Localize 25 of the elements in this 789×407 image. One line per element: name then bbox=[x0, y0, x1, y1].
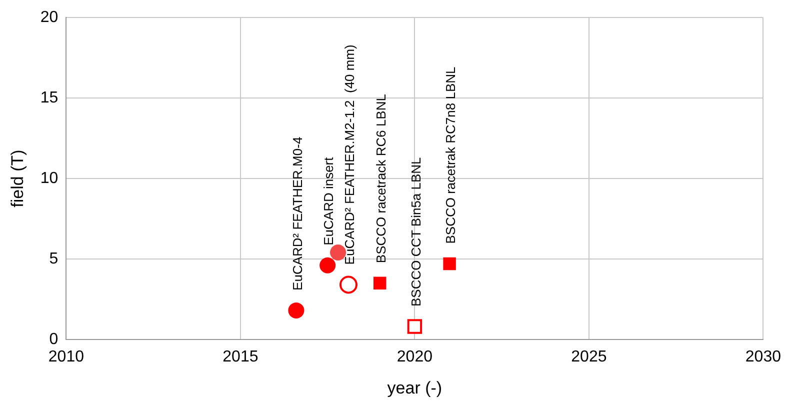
point bbox=[443, 257, 456, 270]
point bbox=[407, 319, 422, 334]
annotation: BSCCO racetrack RC6 LBNL bbox=[373, 94, 388, 264]
point bbox=[339, 276, 358, 294]
point bbox=[320, 257, 336, 274]
annotation: BSCCO racetrak RC7n8 LBNL bbox=[443, 66, 458, 244]
x-tick-label: 2025 bbox=[571, 348, 607, 366]
annotation: BSCCO CCT Bin5a LBNL bbox=[408, 157, 424, 307]
y-tick-label: 20 bbox=[40, 9, 58, 26]
point bbox=[330, 244, 346, 261]
y-tick-label: 15 bbox=[40, 89, 58, 106]
y-tick-label: 0 bbox=[49, 330, 58, 348]
y-tick-label: 10 bbox=[40, 170, 58, 187]
x-tick-label: 2015 bbox=[222, 348, 258, 366]
x-tick-label: 2030 bbox=[745, 348, 782, 366]
x-axis-title: year (-) bbox=[387, 378, 442, 398]
annotation: EuCARD² FEATHER.M2-1.2 (40 mm) bbox=[342, 44, 358, 265]
point bbox=[288, 302, 304, 318]
y-tick-label: 5 bbox=[49, 250, 58, 268]
annotation: EuCARD insert bbox=[321, 156, 336, 246]
point bbox=[373, 276, 386, 290]
x-tick-label: 2010 bbox=[48, 348, 84, 366]
annotation: EuCARD² FEATHER.M0-4 bbox=[290, 136, 305, 290]
x-tick-label: 2020 bbox=[396, 348, 433, 366]
y-axis-title: field (T) bbox=[8, 150, 27, 208]
